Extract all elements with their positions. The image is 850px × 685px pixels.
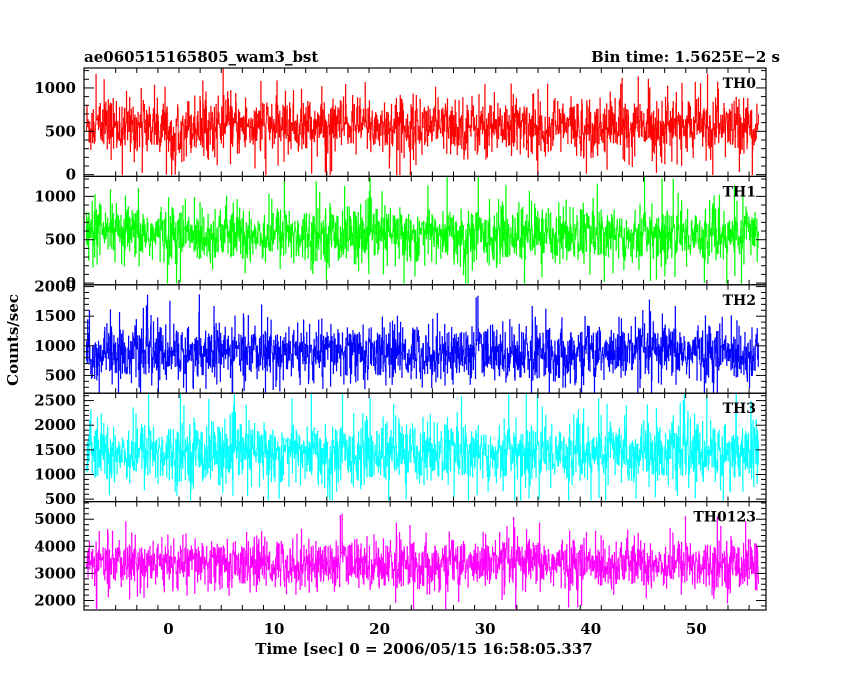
y-tick-label: 5000 bbox=[34, 510, 76, 528]
y-tick-label: 0 bbox=[66, 166, 76, 184]
y-tick-label: 500 bbox=[45, 490, 76, 508]
series-line-th0 bbox=[86, 68, 759, 176]
y-tick-label: 500 bbox=[45, 122, 76, 140]
x-tick-label: 50 bbox=[686, 620, 707, 638]
bin-time-label: Bin time: 1.5625E−2 s bbox=[591, 48, 780, 66]
x-tick-label: 30 bbox=[475, 620, 496, 638]
y-tick-label: 1000 bbox=[34, 79, 76, 97]
y-tick-label: 500 bbox=[45, 366, 76, 384]
y-tick-label: 2000 bbox=[34, 278, 76, 296]
y-tick-label: 2000 bbox=[34, 416, 76, 434]
y-tick-label: 2500 bbox=[34, 392, 76, 410]
y-tick-label: 1000 bbox=[34, 187, 76, 205]
y-tick-label: 3000 bbox=[34, 564, 76, 582]
panel-th0: 0 500 1000 TH0 bbox=[34, 67, 767, 184]
x-tick-label: 0 bbox=[163, 620, 173, 638]
x-tick-label: 20 bbox=[369, 620, 390, 638]
y-tick-label: 1000 bbox=[34, 337, 76, 355]
y-tick-label: 1500 bbox=[34, 307, 76, 325]
x-tick-label: 10 bbox=[264, 620, 285, 638]
series-line-th2 bbox=[86, 294, 759, 393]
y-tick-label: 1500 bbox=[34, 441, 76, 459]
y-tick-label: 2000 bbox=[34, 592, 76, 610]
panel-label-th0: TH0 bbox=[723, 76, 757, 92]
x-tick-label: 40 bbox=[580, 620, 601, 638]
y-tick-label: 0 bbox=[66, 274, 76, 292]
y-axis-title: Counts/sec bbox=[4, 294, 22, 386]
panel-th2: 500 1000 1500 2000 TH2 bbox=[34, 278, 767, 394]
y-tick-label: 1000 bbox=[34, 466, 76, 484]
panel-label-th0123: TH0123 bbox=[693, 510, 756, 526]
x-axis-title: Time [sec] 0 = 2006/05/15 16:58:05.337 bbox=[255, 640, 592, 658]
chart-title: ae060515165805_wam3_bst bbox=[84, 48, 318, 66]
panels-group: 0 500 1000 TH0 0 500 1000 TH1 500 1000 1500 2000 TH2… bbox=[34, 67, 767, 611]
panel-label-th3: TH3 bbox=[723, 401, 756, 417]
panel-label-th1: TH1 bbox=[723, 184, 756, 200]
series-line-th1 bbox=[86, 176, 759, 284]
panel-th0123: 2000 3000 4000 5000 TH0123 bbox=[34, 501, 767, 611]
panel-th1: 0 500 1000 TH1 bbox=[34, 175, 767, 292]
x-axis: 0 10 20 30 40 50 bbox=[163, 620, 707, 638]
y-tick-label: 500 bbox=[45, 231, 76, 249]
y-tick-label: 4000 bbox=[34, 537, 76, 555]
panel-frame bbox=[83, 501, 767, 611]
panel-label-th2: TH2 bbox=[723, 293, 756, 309]
series-line-th3 bbox=[86, 393, 759, 501]
series-line-th0123 bbox=[86, 513, 759, 610]
panel-th3: 500 1000 1500 2000 2500 TH3 bbox=[34, 392, 767, 508]
